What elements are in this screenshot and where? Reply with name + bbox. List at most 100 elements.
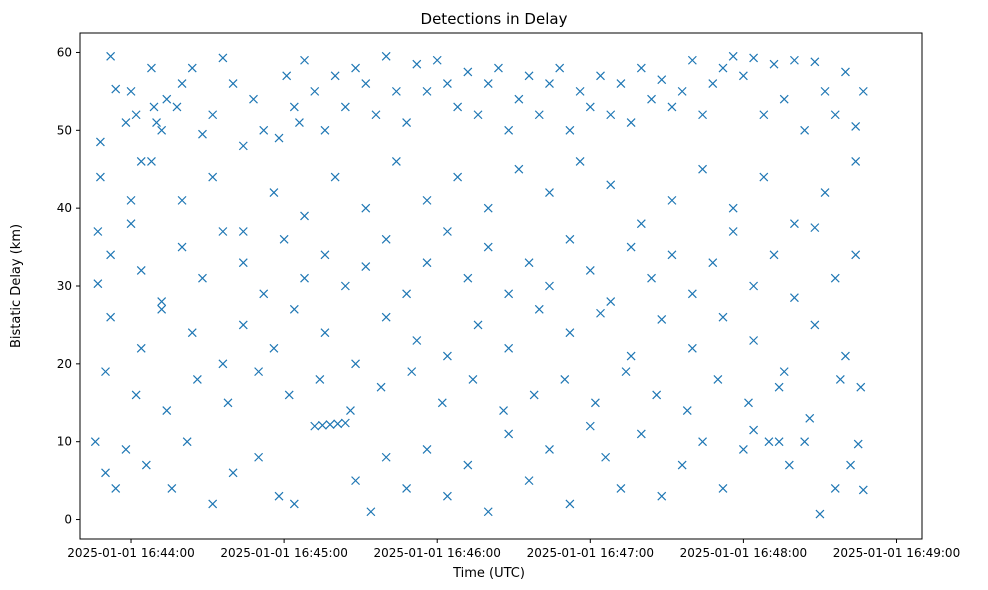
data-point <box>687 289 697 299</box>
data-point <box>381 312 391 322</box>
data-point <box>616 483 626 493</box>
data-point <box>141 460 151 470</box>
data-point <box>192 374 202 384</box>
data-point <box>779 94 789 104</box>
data-point <box>830 110 840 120</box>
data-point <box>789 55 799 65</box>
chart-title: Detections in Delay <box>421 10 568 28</box>
data-point <box>422 258 432 268</box>
x-axis: 2025-01-01 16:44:00 2025-01-01 16:45:00 20… <box>67 539 960 560</box>
data-point <box>121 118 131 127</box>
data-point <box>851 121 861 131</box>
data-point <box>238 258 248 268</box>
data-point <box>524 71 534 81</box>
data-point <box>774 382 784 392</box>
data-point <box>687 343 697 353</box>
data-point <box>453 102 463 112</box>
data-point <box>749 425 759 435</box>
data-point <box>95 172 105 182</box>
data-point <box>545 188 554 198</box>
data-point <box>218 359 228 369</box>
y-tick-label: 50 <box>57 123 72 137</box>
data-point <box>274 133 284 143</box>
data-point <box>198 273 207 283</box>
data-point <box>560 374 570 384</box>
data-point <box>810 320 820 330</box>
data-point <box>764 437 774 447</box>
data-point <box>841 67 850 77</box>
data-point <box>698 164 707 174</box>
data-point <box>269 343 279 353</box>
data-point <box>274 491 284 501</box>
y-tick-label: 20 <box>57 357 72 371</box>
data-point <box>228 79 238 89</box>
data-point <box>463 460 473 470</box>
y-tick-label: 60 <box>57 45 72 59</box>
data-point <box>437 398 447 408</box>
data-point <box>157 304 167 314</box>
data-point <box>621 367 631 377</box>
data-point <box>371 110 381 120</box>
data-point <box>93 227 103 236</box>
data-point <box>340 418 350 428</box>
data-point <box>442 491 452 501</box>
data-point <box>504 289 514 299</box>
data-point <box>422 86 432 96</box>
data-point <box>259 125 269 135</box>
data-point <box>198 129 207 139</box>
data-point <box>167 483 177 493</box>
data-point <box>565 499 575 509</box>
data-point <box>381 234 391 244</box>
data-point <box>177 79 187 89</box>
data-point <box>366 507 376 517</box>
data-point <box>744 398 753 408</box>
data-point <box>524 258 534 268</box>
data-point <box>136 266 146 275</box>
data-point <box>657 75 667 85</box>
data-point <box>402 483 412 493</box>
data-point <box>534 110 544 120</box>
data-point <box>208 499 218 509</box>
data-point <box>504 125 514 135</box>
data-point <box>238 320 248 330</box>
data-point <box>101 367 110 377</box>
data-point <box>698 437 707 447</box>
data-point <box>93 279 103 289</box>
data-point <box>254 452 264 462</box>
data-point <box>555 63 565 73</box>
data-point <box>310 86 320 96</box>
data-point <box>483 507 493 517</box>
data-point <box>453 172 463 182</box>
data-point <box>442 227 452 236</box>
data-point <box>606 180 616 190</box>
data-point <box>835 374 845 384</box>
data-point <box>177 242 187 252</box>
data-point <box>616 79 626 89</box>
data-point <box>851 157 861 166</box>
data-point <box>601 452 611 462</box>
data-point <box>606 110 616 120</box>
data-point <box>718 63 728 73</box>
data-point <box>218 53 228 63</box>
data-point <box>728 227 738 236</box>
data-point <box>187 328 197 338</box>
data-point <box>626 351 636 361</box>
data-point <box>422 445 432 454</box>
data-point <box>333 419 343 429</box>
data-point <box>769 250 779 260</box>
data-point <box>295 118 304 127</box>
data-point <box>575 86 585 96</box>
x-axis-label: Time (UTC) <box>452 566 525 581</box>
data-point <box>101 468 110 478</box>
data-point <box>320 125 330 135</box>
data-point <box>858 86 868 96</box>
y-tick-label: 40 <box>57 201 72 215</box>
data-point <box>810 223 820 233</box>
data-point <box>149 102 159 112</box>
data-point <box>494 63 503 73</box>
data-point <box>402 289 412 299</box>
data-point <box>106 250 116 260</box>
data-point <box>585 102 595 112</box>
data-point <box>667 250 677 260</box>
data-point <box>657 491 667 501</box>
